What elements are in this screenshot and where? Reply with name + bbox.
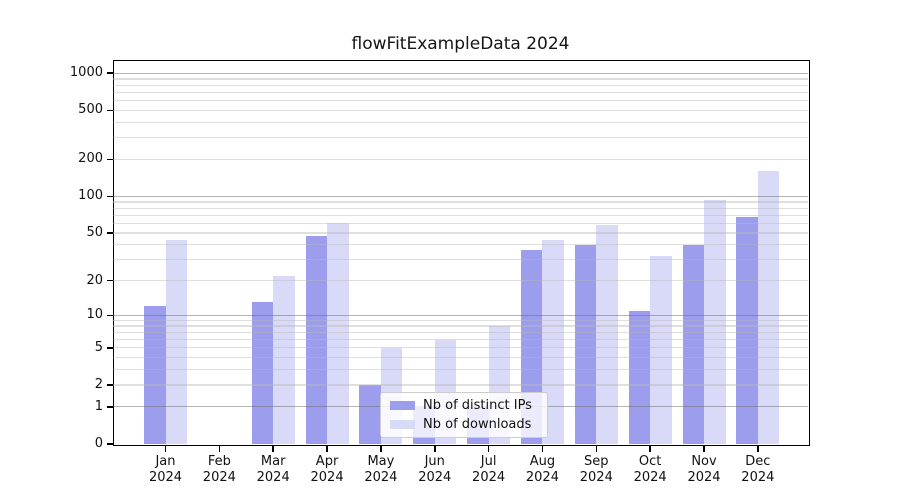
y-tick-mark	[106, 232, 113, 234]
y-tick-mark	[106, 443, 113, 445]
x-tick-mark	[487, 445, 490, 452]
x-tick-mark	[649, 445, 651, 452]
y-tick-label: 2	[94, 377, 103, 393]
x-tick-month: May	[367, 454, 395, 469]
y-tick-label: 0	[94, 436, 103, 451]
legend-label: Nb of distinct IPs	[423, 398, 532, 414]
x-tick-year: 2024	[364, 470, 398, 485]
bar-distinct-ips	[682, 244, 704, 444]
y-tick-mark	[106, 347, 113, 349]
legend-item: Nb of downloads	[390, 416, 538, 434]
x-tick-label: Dec 2024	[728, 454, 788, 486]
x-tick-month: Apr	[315, 454, 339, 469]
x-tick-mark	[703, 445, 705, 452]
bar-downloads	[704, 200, 726, 444]
y-tick-mark	[106, 72, 113, 74]
x-tick-label: Mar 2024	[243, 454, 303, 486]
x-tick-month: Jul	[480, 454, 497, 469]
x-tick-month: Sep	[584, 454, 609, 469]
y-tick-label: 20	[86, 272, 103, 288]
x-tick-label: Apr 2024	[297, 454, 357, 486]
y-tick-mark	[106, 109, 113, 112]
x-tick-label: Jul 2024	[459, 454, 519, 486]
legend-swatch-downloads	[390, 419, 415, 429]
x-tick-year: 2024	[310, 470, 344, 485]
legend-label: Nb of downloads	[423, 416, 532, 432]
y-tick-mark	[106, 279, 113, 282]
y-tick-label: 5	[94, 339, 103, 355]
x-tick-label: Oct 2024	[620, 454, 680, 486]
x-tick-label: Nov 2024	[674, 454, 734, 486]
y-tick-mark	[106, 158, 113, 161]
x-tick-year: 2024	[148, 470, 183, 485]
y-tick-label: 100	[78, 188, 103, 204]
x-tick-mark	[595, 445, 598, 452]
x-tick-year: 2024	[633, 470, 667, 485]
x-tick-mark	[164, 445, 167, 452]
x-tick-year: 2024	[418, 470, 452, 485]
bar-distinct-ips	[628, 310, 651, 444]
legend-item: Nb of distinct IPs	[390, 397, 538, 415]
x-tick-month: Oct	[638, 454, 662, 469]
x-tick-label: Jun 2024	[405, 454, 465, 486]
y-tick-mark	[106, 406, 113, 408]
x-tick-month: Nov	[691, 454, 717, 469]
x-tick-year: 2024	[687, 470, 721, 485]
bar-distinct-ips	[305, 236, 328, 444]
bar-downloads	[650, 256, 672, 444]
x-tick-mark	[757, 445, 759, 452]
bar-distinct-ips	[251, 302, 274, 444]
x-tick-year: 2024	[579, 470, 613, 485]
y-tick-mark	[106, 195, 113, 198]
x-tick-label: Jan 2024	[136, 454, 196, 486]
x-tick-month: Dec	[745, 454, 771, 469]
x-tick-year: 2024	[741, 470, 775, 485]
y-tick-mark	[106, 314, 113, 317]
bar-distinct-ips	[574, 244, 597, 444]
x-tick-mark	[380, 445, 382, 452]
y-tick-mark	[106, 384, 113, 386]
y-tick-label: 200	[78, 151, 103, 167]
bar-downloads	[757, 171, 780, 444]
y-tick-label: 1	[94, 398, 103, 414]
x-tick-mark	[326, 445, 328, 452]
bar-downloads	[327, 223, 349, 444]
y-tick-label: 1000	[69, 65, 103, 81]
x-tick-year: 2024	[525, 470, 559, 485]
x-tick-year: 2024	[472, 470, 506, 485]
x-tick-mark	[434, 445, 436, 452]
x-tick-mark	[541, 445, 544, 452]
x-tick-mark	[272, 445, 274, 452]
bar-downloads	[273, 275, 295, 444]
bar-downloads	[165, 239, 187, 444]
x-tick-month: Aug	[529, 454, 556, 469]
x-tick-month: Jun	[424, 454, 445, 469]
x-tick-year: 2024	[202, 470, 236, 485]
chart-title: flowFitExampleData 2024	[351, 34, 570, 54]
x-tick-year: 2024	[256, 470, 290, 485]
y-tick-label: 10	[86, 307, 103, 323]
legend: Nb of distinct IPs Nb of downloads	[380, 392, 548, 438]
bar-distinct-ips	[144, 306, 166, 444]
x-tick-label: Feb 2024	[189, 454, 249, 486]
y-tick-label: 50	[86, 224, 103, 240]
bar-downloads	[596, 225, 618, 444]
x-tick-month: Mar	[260, 454, 286, 469]
x-tick-label: Aug 2024	[512, 454, 572, 486]
legend-swatch-distinct-ips	[390, 401, 415, 411]
x-tick-label: Sep 2024	[566, 454, 626, 486]
bar-distinct-ips	[359, 385, 381, 444]
bar-distinct-ips	[736, 216, 758, 444]
x-tick-month: Jan	[155, 454, 176, 469]
y-tick-label: 500	[78, 102, 103, 118]
x-tick-label: May 2024	[351, 454, 411, 486]
x-tick-mark	[218, 445, 221, 452]
x-tick-month: Feb	[207, 454, 231, 469]
bar-downloads	[542, 239, 564, 444]
